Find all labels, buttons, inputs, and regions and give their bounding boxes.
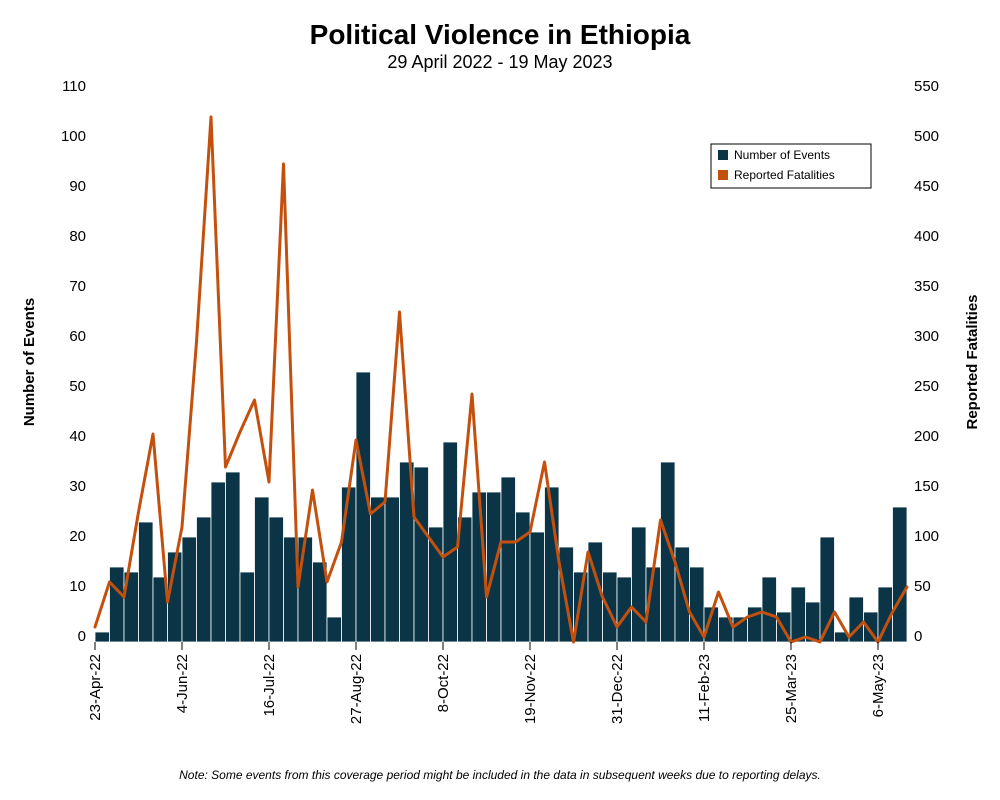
event-bar (428, 526, 444, 643)
event-bar (254, 496, 270, 643)
event-bar (138, 521, 154, 643)
x-tick-label: 16-Jul-22 (261, 654, 278, 717)
event-bar (297, 536, 313, 643)
y2-axis-title: Reported Fatalities (964, 294, 981, 429)
y-axis-ticks: 0 10 20 30 40 50 60 70 80 90 100 110 (61, 78, 86, 645)
event-bar (689, 566, 705, 643)
event-bar (326, 616, 342, 643)
y2-tick-label: 350 (914, 278, 939, 295)
legend: Number of Events Reported Fatalities (710, 143, 872, 189)
event-bar (761, 576, 777, 643)
event-bar (225, 471, 241, 643)
event-bar (602, 571, 618, 643)
y-tick-label: 60 (69, 328, 86, 345)
event-bar (529, 531, 545, 643)
event-bar (674, 546, 690, 643)
y-tick-label: 30 (69, 478, 86, 495)
y2-tick-label: 500 (914, 128, 939, 145)
x-tick-label: 31-Dec-22 (609, 654, 626, 724)
event-bar (631, 526, 647, 643)
event-bar (341, 486, 357, 643)
event-bar (109, 566, 125, 643)
y-tick-label: 10 (69, 578, 86, 595)
x-axis-ticks: 23-Apr-22 4-Jun-22 16-Jul-22 27-Aug-22 8-Oct… (87, 642, 887, 724)
y-tick-label: 100 (61, 128, 86, 145)
y2-tick-label: 50 (914, 578, 931, 595)
event-bar (892, 506, 908, 643)
event-bar (94, 631, 110, 643)
y2-tick-label: 400 (914, 228, 939, 245)
y-tick-label: 50 (69, 378, 86, 395)
x-tick-label: 8-Oct-22 (435, 654, 452, 712)
x-tick-label: 19-Nov-22 (522, 654, 539, 724)
x-tick-label: 25-Mar-23 (783, 654, 800, 723)
y2-tick-label: 0 (914, 628, 922, 645)
event-bar (239, 571, 255, 643)
x-tick-label: 11-Feb-23 (696, 654, 713, 722)
y2-tick-label: 550 (914, 78, 939, 95)
chart-subtitle: 29 April 2022 - 19 May 2023 (387, 52, 612, 72)
event-bar (384, 496, 400, 643)
event-bar (413, 466, 429, 643)
event-bar (210, 481, 226, 643)
event-bar (181, 536, 197, 643)
y2-tick-label: 300 (914, 328, 939, 345)
y-tick-label: 90 (69, 178, 86, 195)
y2-tick-label: 200 (914, 428, 939, 445)
y-tick-label: 70 (69, 278, 86, 295)
y2-tick-label: 250 (914, 378, 939, 395)
event-bar (370, 496, 386, 643)
event-bar (515, 511, 531, 643)
legend-label-events: Number of Events (734, 148, 830, 162)
x-tick-label: 27-Aug-22 (348, 654, 365, 724)
event-bar (500, 476, 516, 643)
chart-title: Political Violence in Ethiopia (310, 19, 691, 50)
event-bar (196, 516, 212, 643)
y2-tick-label: 100 (914, 528, 939, 545)
event-bar (442, 441, 458, 643)
y-tick-label: 40 (69, 428, 86, 445)
y-tick-label: 80 (69, 228, 86, 245)
fatalities-line (93, 115, 909, 644)
legend-swatch-fatalities (718, 170, 728, 180)
legend-label-fatalities: Reported Fatalities (734, 168, 835, 182)
event-bar (805, 601, 821, 643)
y-axis-title: Number of Events (21, 298, 38, 426)
y-tick-label: 20 (69, 528, 86, 545)
footnote: Note: Some events from this coverage per… (179, 768, 821, 782)
x-tick-label: 23-Apr-22 (87, 654, 104, 721)
event-bar (790, 586, 806, 643)
y2-tick-label: 150 (914, 478, 939, 495)
x-tick-label: 4-Jun-22 (174, 654, 191, 713)
event-bar (312, 561, 328, 643)
x-tick-label: 6-May-23 (870, 654, 887, 717)
y-tick-label: 110 (62, 78, 86, 95)
legend-box (710, 143, 872, 189)
event-bar (268, 516, 284, 643)
legend-swatch-events (718, 150, 728, 160)
y2-tick-label: 450 (914, 178, 939, 195)
y2-axis-ticks: 0 50 100 150 200 250 300 350 400 450 500 550 (914, 78, 939, 645)
event-bar (819, 536, 835, 643)
y-tick-label: 0 (78, 628, 86, 645)
events-bars (94, 371, 908, 643)
